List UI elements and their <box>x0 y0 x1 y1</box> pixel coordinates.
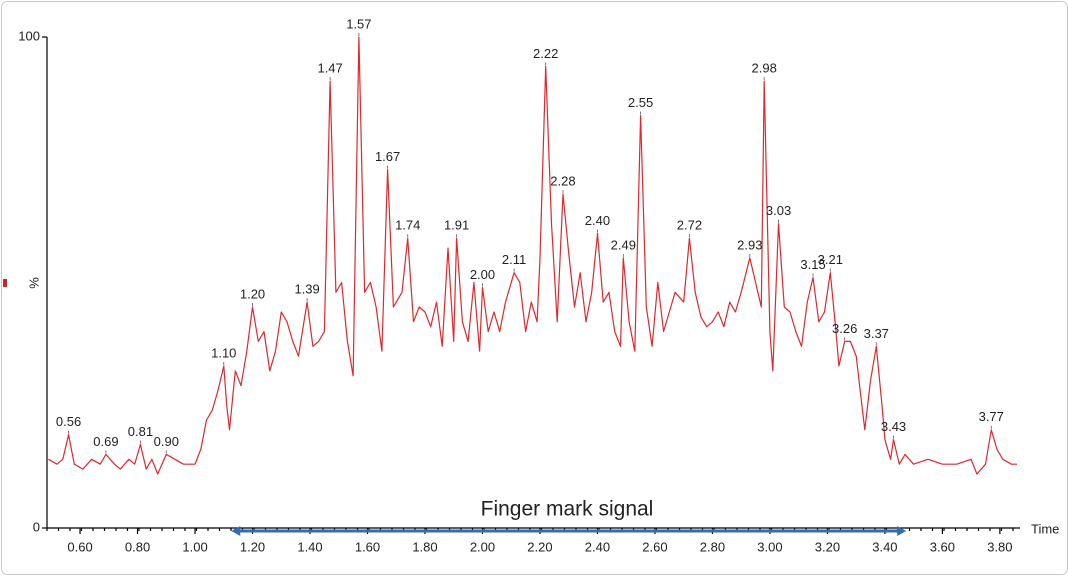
peak-label: 1.91 <box>444 218 469 233</box>
peak-label: 2.40 <box>585 213 610 228</box>
peak-label: 2.55 <box>628 95 653 110</box>
peak-label: 2.00 <box>470 267 495 282</box>
x-tick-label: 1.00 <box>182 539 207 554</box>
peak-label: 2.72 <box>677 218 702 233</box>
marker <box>3 279 7 287</box>
x-tick-label: 3.20 <box>815 539 840 554</box>
peak-label: 2.28 <box>550 174 575 189</box>
x-tick-label: 0.60 <box>67 539 92 554</box>
peak-label: 3.03 <box>766 203 791 218</box>
x-tick-label: 2.40 <box>585 539 610 554</box>
arrow-head <box>897 526 907 536</box>
peak-label: 2.22 <box>533 46 558 61</box>
x-tick-label: 1.80 <box>412 539 437 554</box>
x-tick-label: 3.60 <box>930 539 955 554</box>
x-tick-label: 2.20 <box>527 539 552 554</box>
peak-label: 1.67 <box>375 149 400 164</box>
trace <box>48 36 1018 475</box>
peak-label: 2.11 <box>502 252 526 267</box>
peak-label: 3.77 <box>979 409 1004 424</box>
arrow-head <box>231 526 241 536</box>
peak-label: 2.49 <box>611 237 636 252</box>
x-tick-label: 2.80 <box>700 539 725 554</box>
y-tick-label: 0 <box>33 519 40 534</box>
x-tick-label: 3.40 <box>872 539 897 554</box>
annotation-text: Finger mark signal <box>481 498 654 521</box>
peak-label: 0.90 <box>154 434 179 449</box>
x-tick-label: 2.60 <box>642 539 667 554</box>
y-tick-label: 100 <box>18 28 40 43</box>
x-tick-label: 0.80 <box>125 539 150 554</box>
peak-label: 3.26 <box>832 321 857 336</box>
peak-label: 1.57 <box>346 16 371 31</box>
peak-label: 1.74 <box>395 218 420 233</box>
x-tick-label: 1.40 <box>297 539 322 554</box>
peak-label: 1.10 <box>211 345 236 360</box>
peak-label: 0.81 <box>128 424 153 439</box>
x-tick-label: 2.00 <box>470 539 495 554</box>
peak-label: 2.93 <box>737 237 762 252</box>
x-tick-label: 1.60 <box>355 539 380 554</box>
peak-label: 0.69 <box>93 434 118 449</box>
peak-label: 1.47 <box>317 61 342 76</box>
x-tick-label: 1.20 <box>240 539 265 554</box>
y-axis-label: % <box>26 277 41 289</box>
peak-label: 1.39 <box>294 282 319 297</box>
peak-label: 3.15 <box>800 257 825 272</box>
peak-label: 3.37 <box>864 326 889 341</box>
peak-label: 3.21 <box>818 252 843 267</box>
x-tick-label: 3.00 <box>757 539 782 554</box>
peak-label: 1.20 <box>240 286 265 301</box>
peak-label: 2.98 <box>752 61 777 76</box>
peak-label: 3.43 <box>881 419 906 434</box>
x-tick-label: 3.80 <box>987 539 1012 554</box>
x-axis-label: Time <box>1031 521 1059 536</box>
peak-label: 0.56 <box>56 414 81 429</box>
